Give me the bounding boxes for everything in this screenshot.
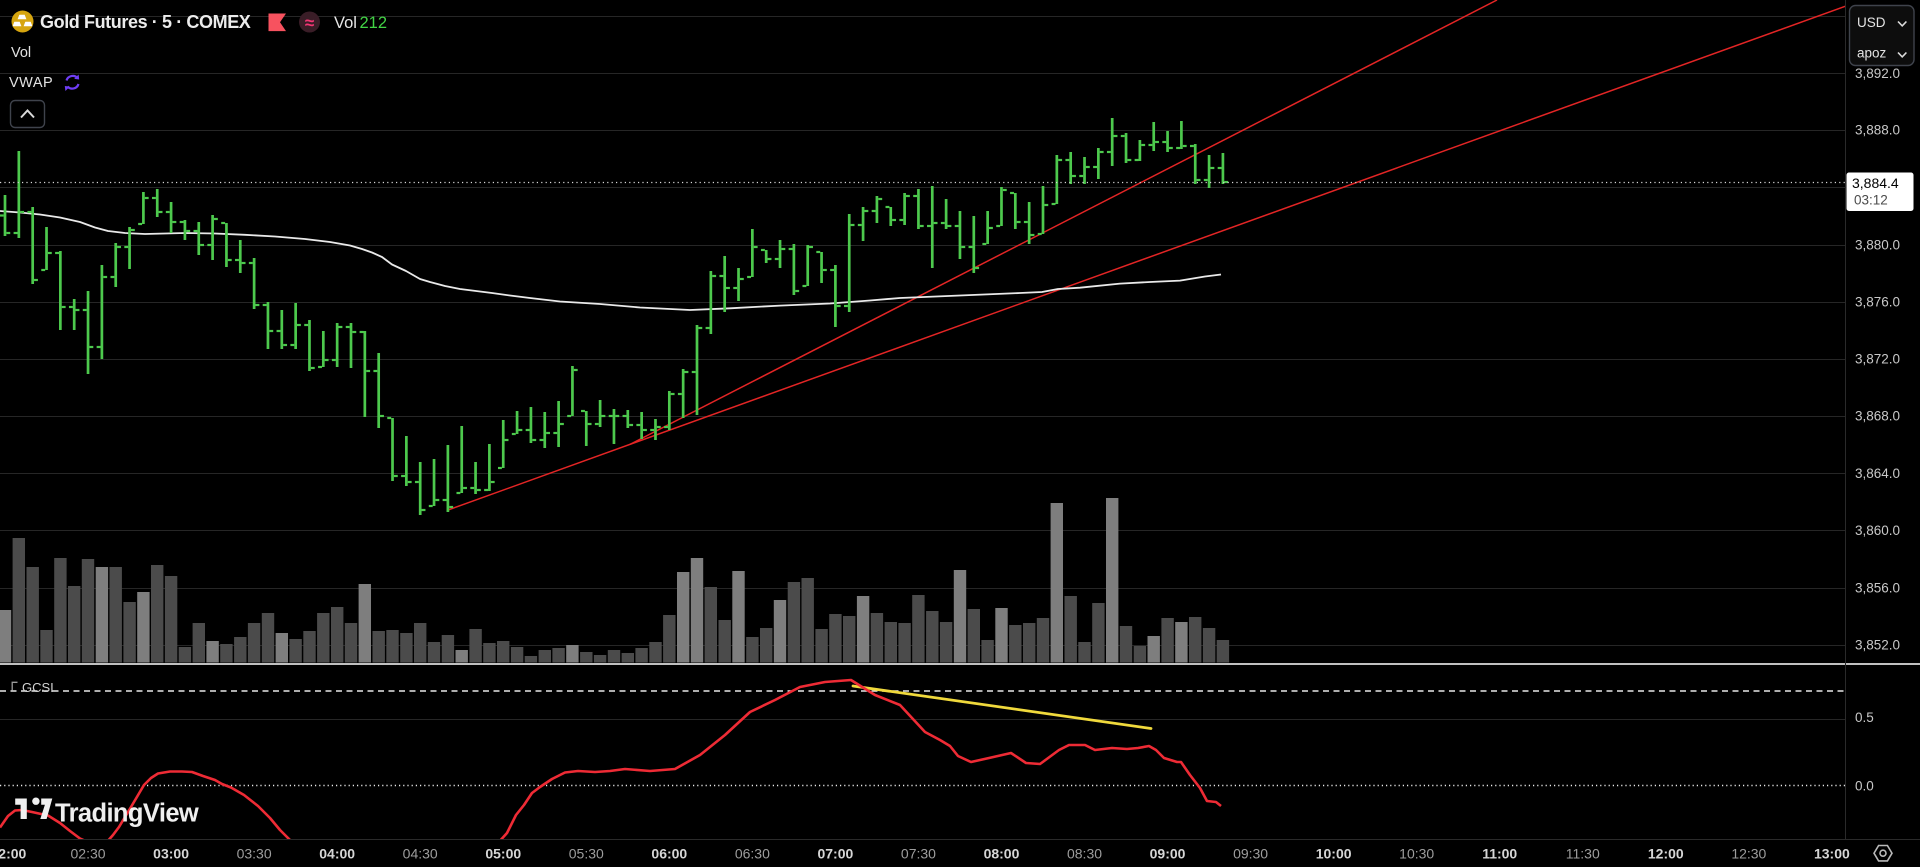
svg-text:02:30: 02:30 xyxy=(71,846,106,862)
svg-text:11:00: 11:00 xyxy=(1482,846,1517,862)
svg-text:3,852.0: 3,852.0 xyxy=(1855,638,1900,653)
svg-text:Vol: Vol xyxy=(334,14,357,32)
svg-text:3,860.0: 3,860.0 xyxy=(1855,523,1900,538)
svg-text:13:00: 13:00 xyxy=(1814,846,1850,862)
svg-text:06:00: 06:00 xyxy=(651,846,687,862)
svg-text:GCSI: GCSI xyxy=(22,680,54,695)
svg-text:09:00: 09:00 xyxy=(1150,846,1186,862)
svg-text:3,864.0: 3,864.0 xyxy=(1855,466,1900,481)
svg-text:03:00: 03:00 xyxy=(153,846,189,862)
svg-text:04:00: 04:00 xyxy=(319,846,355,862)
svg-text:12:00: 12:00 xyxy=(1648,846,1684,862)
svg-text:3,884.4: 3,884.4 xyxy=(1852,175,1899,191)
svg-text:3,876.0: 3,876.0 xyxy=(1855,295,1900,310)
svg-text:USD: USD xyxy=(1857,15,1886,30)
svg-text:0.5: 0.5 xyxy=(1855,710,1874,725)
svg-text:apoz: apoz xyxy=(1857,46,1887,61)
svg-text:08:30: 08:30 xyxy=(1067,846,1102,862)
svg-text:3,856.0: 3,856.0 xyxy=(1855,580,1900,595)
svg-text:05:00: 05:00 xyxy=(485,846,521,862)
svg-text:TradingView: TradingView xyxy=(55,800,199,828)
svg-text:04:30: 04:30 xyxy=(403,846,438,862)
svg-text:11:30: 11:30 xyxy=(1566,846,1600,862)
svg-text:3,888.0: 3,888.0 xyxy=(1855,122,1900,137)
svg-text:212: 212 xyxy=(360,14,388,32)
svg-text:06:30: 06:30 xyxy=(735,846,770,862)
svg-text:09:30: 09:30 xyxy=(1233,846,1268,862)
svg-text:3,880.0: 3,880.0 xyxy=(1855,238,1900,253)
svg-text:VWAP: VWAP xyxy=(9,75,53,91)
svg-text:07:30: 07:30 xyxy=(901,846,936,862)
svg-text:07:00: 07:00 xyxy=(817,846,853,862)
svg-text:12:30: 12:30 xyxy=(1731,846,1766,862)
svg-text:3,868.0: 3,868.0 xyxy=(1855,409,1900,424)
svg-text:02:00: 02:00 xyxy=(0,846,27,862)
svg-text:05:30: 05:30 xyxy=(569,846,604,862)
svg-text:08:00: 08:00 xyxy=(984,846,1020,862)
svg-text:03:30: 03:30 xyxy=(237,846,272,862)
svg-text:10:30: 10:30 xyxy=(1399,846,1434,862)
svg-text:0.0: 0.0 xyxy=(1855,779,1874,794)
svg-text:10:00: 10:00 xyxy=(1316,846,1352,862)
svg-text:≈: ≈ xyxy=(305,14,314,33)
svg-text:Gold Futures · 5 · COMEX: Gold Futures · 5 · COMEX xyxy=(40,12,251,32)
svg-text:Vol: Vol xyxy=(11,45,31,61)
svg-text:3,892.0: 3,892.0 xyxy=(1855,66,1900,81)
svg-text:3,872.0: 3,872.0 xyxy=(1855,352,1900,367)
svg-text:03:12: 03:12 xyxy=(1854,193,1888,208)
